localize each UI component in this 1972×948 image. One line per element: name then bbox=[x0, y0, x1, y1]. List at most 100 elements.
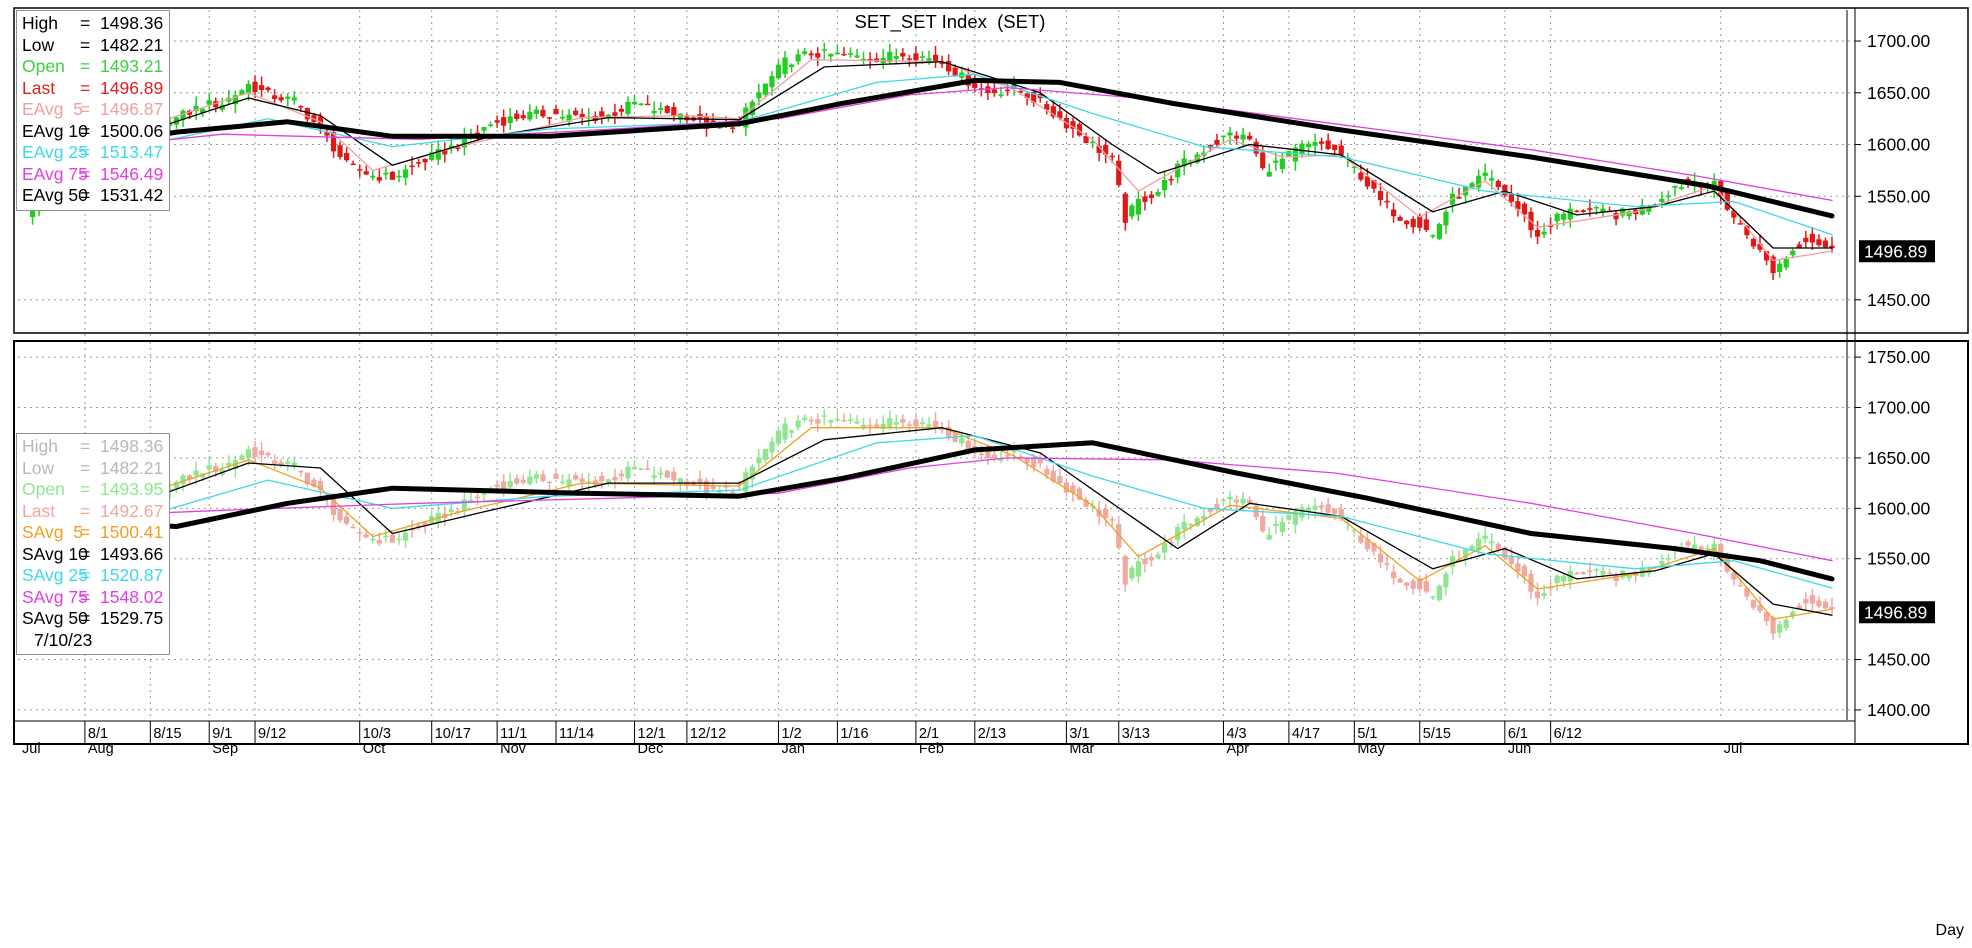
candle-down bbox=[579, 113, 585, 118]
legend-row: Last = 1492.67 bbox=[22, 501, 163, 523]
candle-up bbox=[586, 481, 592, 484]
candle-up bbox=[749, 466, 755, 480]
candle-up bbox=[1783, 258, 1789, 268]
candle-down bbox=[1502, 547, 1508, 558]
candle-up bbox=[1266, 534, 1272, 540]
candle-down bbox=[1109, 519, 1115, 521]
x-tick-label: 3/13 bbox=[1122, 726, 1150, 742]
candle-up bbox=[788, 430, 795, 433]
candle-down bbox=[1384, 563, 1390, 565]
x-tick-label: 12/12 bbox=[690, 726, 726, 742]
candle-down bbox=[900, 419, 906, 423]
candle-up bbox=[1541, 231, 1547, 235]
x-tick-label: 10/3 bbox=[363, 726, 391, 742]
candle-down bbox=[1757, 605, 1763, 611]
candle-up bbox=[1286, 514, 1292, 520]
legend-date: 7/10/23 bbox=[34, 629, 93, 650]
legend-row: Open = 1493.95 bbox=[22, 479, 163, 501]
candle-up bbox=[1593, 569, 1600, 571]
legend-value: 1529.75 bbox=[100, 608, 164, 628]
candle-down bbox=[337, 509, 343, 521]
legend-equals: = bbox=[80, 436, 91, 456]
candle-down bbox=[258, 450, 265, 456]
candle-down bbox=[671, 471, 677, 481]
candle-up bbox=[429, 152, 435, 161]
legend-row: High = 1498.36 bbox=[22, 436, 163, 458]
candle-up bbox=[854, 55, 860, 58]
candle-down bbox=[258, 85, 265, 90]
candle-up bbox=[245, 449, 252, 459]
candle-up bbox=[1567, 208, 1573, 220]
candle-up bbox=[1273, 160, 1279, 163]
candle-down bbox=[455, 147, 461, 149]
candle-up bbox=[887, 418, 893, 428]
candle-up bbox=[795, 420, 801, 428]
candle-up bbox=[828, 419, 834, 423]
candle-up bbox=[402, 532, 409, 541]
candle-up bbox=[1089, 141, 1096, 144]
candle-up bbox=[468, 499, 474, 502]
candle-up bbox=[1266, 171, 1272, 177]
candle-down bbox=[1718, 543, 1724, 558]
candle-up bbox=[1554, 213, 1560, 222]
candle-up bbox=[769, 76, 775, 88]
candle-down bbox=[1057, 475, 1063, 483]
candle-up bbox=[396, 538, 402, 541]
candle-up bbox=[1469, 545, 1475, 550]
candle-up bbox=[245, 83, 252, 93]
candle-up bbox=[527, 476, 533, 484]
candle-down bbox=[1410, 218, 1416, 228]
candle-down bbox=[1004, 454, 1011, 457]
candle-up bbox=[1482, 535, 1488, 540]
legend-value: 1513.47 bbox=[100, 142, 164, 162]
bottom-panel-averages bbox=[23, 427, 1835, 620]
candle-up bbox=[638, 468, 644, 470]
candle-up bbox=[795, 54, 801, 62]
y-tick-label: 1600.00 bbox=[1867, 135, 1931, 155]
candle-up bbox=[1443, 211, 1449, 226]
candle-down bbox=[1737, 584, 1743, 587]
candle-down bbox=[612, 112, 618, 116]
candle-up bbox=[756, 92, 762, 99]
candle-up bbox=[743, 107, 749, 128]
candle-up bbox=[180, 110, 186, 120]
x-tick-label: 10/17 bbox=[435, 726, 471, 742]
candle-down bbox=[1004, 89, 1011, 92]
last-value-tag bbox=[1859, 601, 1935, 624]
legend-row: EAvg 10= 1500.06 bbox=[22, 121, 163, 143]
candle-down bbox=[645, 468, 651, 471]
candle-down bbox=[265, 452, 271, 456]
candle-down bbox=[1109, 155, 1115, 158]
legend-value: 1498.36 bbox=[100, 13, 164, 33]
candle-down bbox=[501, 481, 507, 490]
legend-label: SAvg 75 bbox=[22, 586, 88, 607]
y-tick-label: 1650.00 bbox=[1867, 83, 1931, 103]
candle-down bbox=[389, 171, 396, 180]
x-tick-label: 5/1 bbox=[1357, 726, 1377, 742]
candle-up bbox=[1462, 549, 1469, 558]
candle-down bbox=[671, 106, 677, 116]
candle-up bbox=[1188, 523, 1194, 526]
legend-row: SAvg 10= 1493.66 bbox=[22, 544, 163, 566]
candle-down bbox=[1816, 239, 1822, 246]
x-axis-unit-label: Day bbox=[1935, 922, 1964, 939]
candle-down bbox=[1142, 558, 1148, 565]
candle-up bbox=[370, 175, 376, 178]
candle-down bbox=[311, 479, 317, 487]
candle-down bbox=[409, 528, 415, 531]
candle-up bbox=[1659, 198, 1665, 202]
x-tick-label: 12/1 bbox=[638, 726, 666, 742]
candle-up bbox=[1181, 521, 1187, 530]
candle-down bbox=[409, 165, 415, 168]
candle-down bbox=[841, 53, 847, 56]
candle-down bbox=[1417, 578, 1423, 590]
candle-up bbox=[402, 169, 409, 178]
candle-up bbox=[802, 417, 808, 421]
legend-value: 1498.36 bbox=[100, 436, 164, 456]
candle-up bbox=[625, 466, 631, 479]
candle-up bbox=[677, 113, 683, 120]
avg-line bbox=[25, 427, 1833, 616]
candle-down bbox=[1580, 572, 1586, 575]
candle-down bbox=[1731, 572, 1737, 580]
candle-up bbox=[1430, 235, 1436, 237]
